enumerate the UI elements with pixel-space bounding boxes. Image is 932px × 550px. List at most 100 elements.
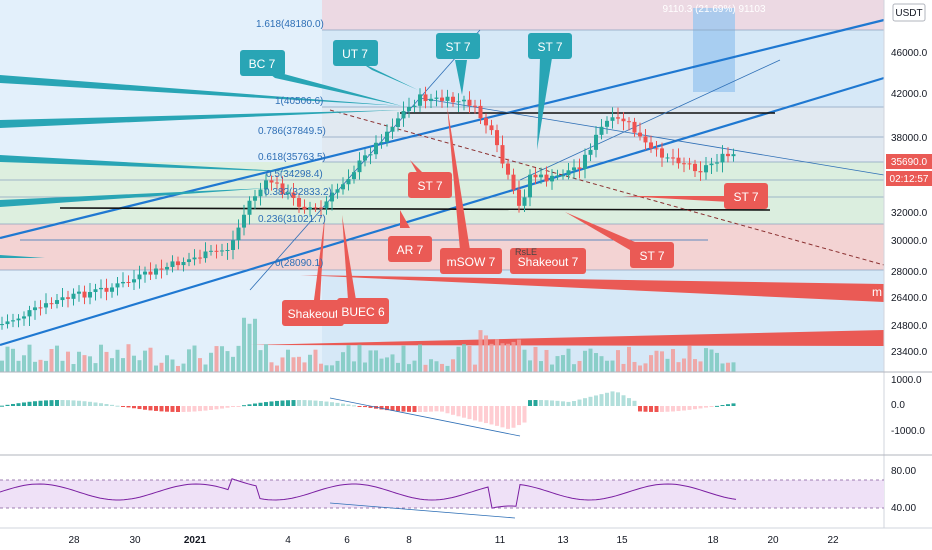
- volume-bar: [110, 358, 114, 372]
- volume-bar: [704, 348, 708, 372]
- volume-bar: [341, 352, 345, 372]
- macd-bar: [445, 406, 450, 414]
- candle-body: [715, 162, 719, 164]
- volume-bar: [192, 345, 197, 372]
- volume-bar: [550, 364, 554, 372]
- macd-bar: [319, 401, 323, 406]
- volume-bar: [401, 345, 406, 372]
- macd-bar: [506, 406, 510, 429]
- macd-bar: [88, 401, 92, 406]
- volume-bar: [379, 358, 384, 372]
- macd-bar: [16, 403, 21, 406]
- macd-bar: [385, 406, 389, 411]
- price-tick: 28000.0: [891, 267, 928, 278]
- macd-bar: [275, 400, 279, 406]
- macd-bar: [176, 406, 180, 412]
- price-axis: [884, 0, 932, 528]
- macd-bar: [665, 406, 670, 412]
- time-tick: 2021: [184, 535, 207, 546]
- volume-bar: [302, 362, 307, 372]
- candle-body: [561, 175, 565, 177]
- macd-bar: [709, 406, 714, 407]
- volume-bar: [561, 355, 565, 372]
- candle-body: [330, 192, 334, 202]
- time-axis-labels: 28 30 2021 4 6 8 11 13 15 18 20 22: [68, 535, 839, 546]
- price-tick: 46000.0: [891, 48, 928, 59]
- volume-bar: [346, 345, 351, 372]
- volume-bar: [588, 348, 593, 372]
- candle-body: [467, 99, 472, 106]
- candle-body: [82, 291, 87, 298]
- volume-bar: [99, 344, 103, 372]
- macd-bar: [55, 400, 59, 406]
- candle-body: [539, 174, 543, 178]
- fib-level-label: 0.5(34298.4): [266, 169, 323, 180]
- candle-body: [253, 196, 257, 201]
- macd-bar: [704, 406, 708, 408]
- macd-bar: [181, 406, 186, 412]
- macd-bar: [379, 406, 384, 410]
- volume-bar: [385, 357, 389, 372]
- candle-body: [66, 297, 70, 299]
- callout-st-3: ST 7: [417, 179, 442, 193]
- macd-bar: [687, 406, 692, 410]
- volume-bar: [720, 363, 725, 372]
- volume-bar: [115, 349, 120, 372]
- volume-bar: [357, 344, 362, 372]
- macd-bar: [627, 398, 631, 406]
- macd-bar: [5, 404, 10, 406]
- macd-bar: [577, 399, 582, 406]
- volume-bar: [253, 318, 257, 372]
- macd-bar: [308, 400, 312, 406]
- volume-bar: [467, 345, 472, 372]
- candle-body: [693, 163, 697, 172]
- callout-bc: BC 7: [249, 57, 276, 71]
- macd-bar: [638, 406, 642, 412]
- volume-bar: [682, 358, 686, 372]
- volume-bar: [49, 348, 54, 372]
- macd-bar: [253, 403, 257, 406]
- currency-button[interactable]: [892, 3, 926, 22]
- candle-body: [286, 192, 290, 195]
- candle-body: [209, 250, 213, 252]
- macd-bar: [280, 400, 285, 406]
- macd-bar: [148, 406, 153, 411]
- candle-body: [176, 261, 180, 266]
- volume-bar: [66, 351, 70, 372]
- volume-bar: [308, 354, 312, 372]
- candle-body: [126, 281, 131, 283]
- price-tick: 30000.0: [891, 236, 928, 247]
- candle-body: [500, 145, 505, 164]
- macd-bar: [643, 406, 648, 412]
- volume-bar: [88, 356, 92, 372]
- candle-body: [324, 201, 329, 209]
- candle-body: [627, 121, 631, 123]
- candle-body: [390, 126, 395, 132]
- macd-tick: 0.0: [891, 400, 905, 411]
- candle-body: [594, 134, 598, 150]
- candle-body: [181, 262, 186, 266]
- volume-bar: [374, 350, 378, 372]
- candle-body: [632, 121, 637, 133]
- volume-bar: [0, 360, 4, 372]
- volume-bar: [418, 344, 422, 372]
- macd-bar: [220, 406, 224, 409]
- macd-bar: [286, 400, 290, 406]
- macd-bar: [27, 401, 32, 406]
- candle-body: [187, 259, 191, 263]
- volume-bar: [533, 346, 538, 372]
- candle-body: [616, 117, 620, 119]
- volume-bar: [522, 349, 527, 372]
- macd-bar: [154, 406, 158, 411]
- candle-body: [220, 250, 224, 252]
- volume-bar: [390, 354, 395, 372]
- candle-body: [379, 141, 384, 143]
- volume-bar: [143, 350, 147, 372]
- spring-label: RsLE: [515, 247, 537, 257]
- macd-axis-labels: 1000.0 0.0 -1000.0: [891, 375, 925, 437]
- volume-bar: [27, 344, 32, 372]
- macd-bar: [440, 406, 444, 412]
- candle-body: [445, 96, 450, 101]
- macd-bar: [423, 406, 428, 412]
